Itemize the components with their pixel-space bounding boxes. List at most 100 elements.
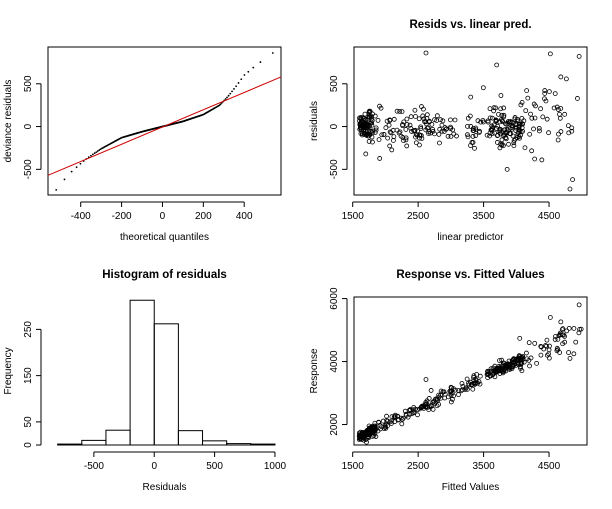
residual-point — [497, 129, 503, 135]
fitted-point — [373, 434, 379, 439]
residual-point — [372, 130, 378, 135]
qq-point — [235, 85, 238, 88]
residual-point — [412, 127, 418, 133]
x-axis: 1500 2500 3500 4500 — [342, 451, 561, 472]
x-tick-label: 2500 — [407, 211, 430, 222]
fitted-point — [471, 375, 476, 380]
residual-point — [471, 128, 477, 133]
qq-point — [227, 94, 230, 97]
residual-point — [485, 119, 491, 125]
fitted-point — [410, 407, 416, 413]
residual-point — [565, 123, 571, 129]
fitted-point — [466, 382, 472, 388]
residual-point — [439, 122, 445, 128]
residual-point — [480, 118, 486, 123]
residual-point — [358, 116, 364, 122]
residual-point — [432, 117, 437, 123]
residual-point — [552, 91, 558, 96]
fitted-point — [524, 350, 529, 356]
fitted-point — [421, 405, 427, 411]
residual-point — [418, 133, 424, 138]
x-tick-label: 4500 — [538, 211, 561, 222]
residual-point — [366, 139, 372, 144]
residual-point — [558, 74, 564, 80]
residual-point — [569, 125, 575, 131]
residual-point — [542, 91, 548, 96]
residual-point — [532, 156, 538, 162]
residual-point — [473, 127, 479, 133]
fitted-point — [532, 340, 538, 346]
residual-point — [465, 132, 470, 138]
y-axis: 0 50 150 250 — [23, 321, 42, 448]
residual-point — [519, 100, 525, 105]
fitted-point — [534, 360, 539, 366]
residual-point — [401, 138, 406, 144]
fitted-point — [375, 428, 381, 434]
fitted-point — [485, 368, 490, 374]
residual-point — [418, 126, 424, 131]
residual-point — [416, 116, 422, 122]
residual-point — [516, 125, 522, 130]
residual-point — [494, 133, 500, 139]
residual-point — [495, 123, 500, 129]
histogram-bar — [105, 429, 131, 446]
residual-point — [370, 139, 375, 145]
residual-point — [387, 129, 393, 135]
fitted-point — [431, 398, 437, 404]
residual-point — [538, 106, 544, 112]
y-tick-label: 150 — [23, 367, 34, 384]
fitted-point — [377, 422, 383, 428]
residual-point — [362, 111, 368, 117]
residual-point — [385, 135, 391, 141]
qq-point — [247, 70, 250, 73]
residual-point — [491, 108, 497, 114]
residual-point — [544, 116, 550, 122]
residual-point — [397, 129, 403, 135]
residual-point — [465, 134, 471, 140]
residual-point — [365, 117, 371, 123]
qq-point — [226, 96, 228, 99]
residual-point — [536, 125, 542, 131]
fitted-point — [490, 365, 496, 371]
x-tick-label: 0 — [151, 461, 157, 472]
fitted-point — [403, 411, 409, 417]
fitted-point — [366, 426, 372, 432]
residual-point — [397, 109, 403, 114]
y-axis: -500 0 500 — [23, 75, 42, 179]
fitted-point — [573, 339, 579, 345]
fitted-point — [363, 431, 369, 437]
residual-point — [501, 112, 507, 118]
residual-point — [509, 126, 515, 132]
fitted-point — [423, 377, 429, 382]
fitted-point — [459, 381, 465, 386]
residual-point — [499, 137, 505, 143]
fitted-point — [471, 373, 477, 379]
residual-point — [532, 115, 538, 121]
qq-point — [63, 178, 66, 181]
residual-point — [399, 109, 405, 114]
histogram-bar — [177, 430, 204, 446]
residual-point — [391, 116, 397, 122]
fitted-point — [507, 367, 512, 372]
fitted-point — [519, 368, 525, 374]
fitted-point — [363, 437, 369, 442]
y-tick-label: 0 — [23, 123, 34, 129]
fitted-point — [383, 425, 389, 431]
histogram-bar — [250, 443, 276, 446]
fitted-point — [384, 413, 389, 419]
histogram-bar — [81, 439, 107, 446]
fitted-point — [546, 355, 552, 361]
residual-point — [540, 114, 546, 120]
fitted-point — [515, 357, 521, 363]
qq-point — [99, 148, 102, 151]
residual-point — [570, 177, 575, 183]
residual-point — [556, 107, 561, 112]
fitted-point — [546, 347, 552, 353]
residual-point — [366, 133, 372, 139]
residual-point — [487, 106, 493, 112]
fitted-point — [488, 366, 494, 372]
x-tick-label: -400 — [71, 211, 91, 222]
residual-point — [384, 118, 390, 124]
x-tick-label: 200 — [195, 211, 212, 222]
histogram-bars — [57, 299, 276, 446]
